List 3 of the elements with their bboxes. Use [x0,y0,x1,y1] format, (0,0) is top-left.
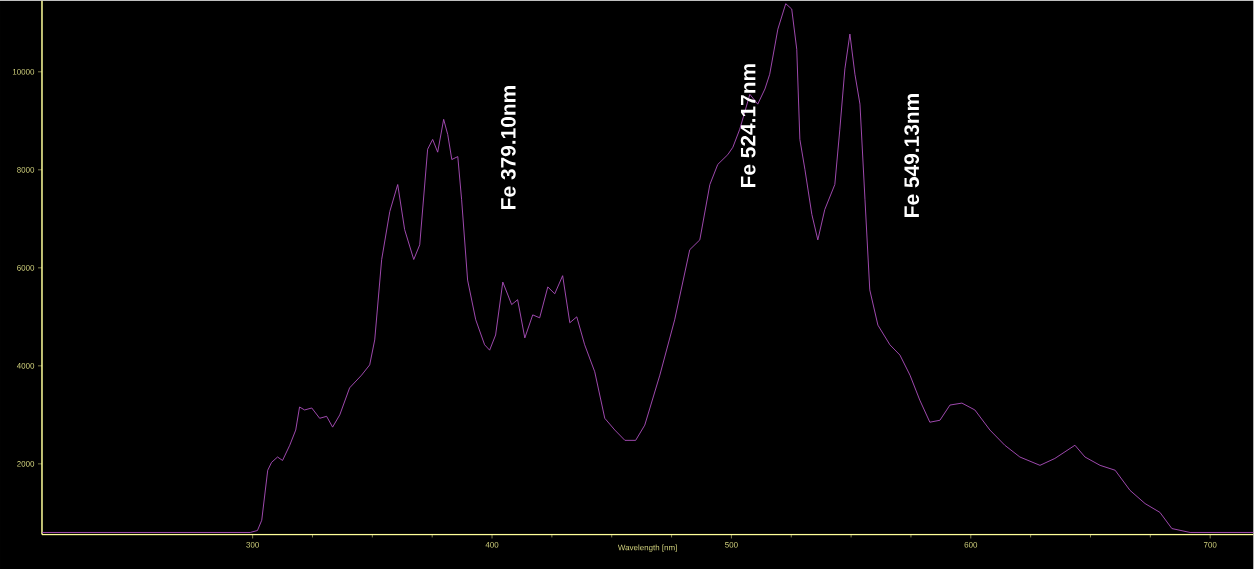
annotation: Fe 379.10nm [500,85,516,209]
annotation: Fe 524.17nm [740,63,756,187]
annotation: Fe 549.13nm [904,93,920,217]
